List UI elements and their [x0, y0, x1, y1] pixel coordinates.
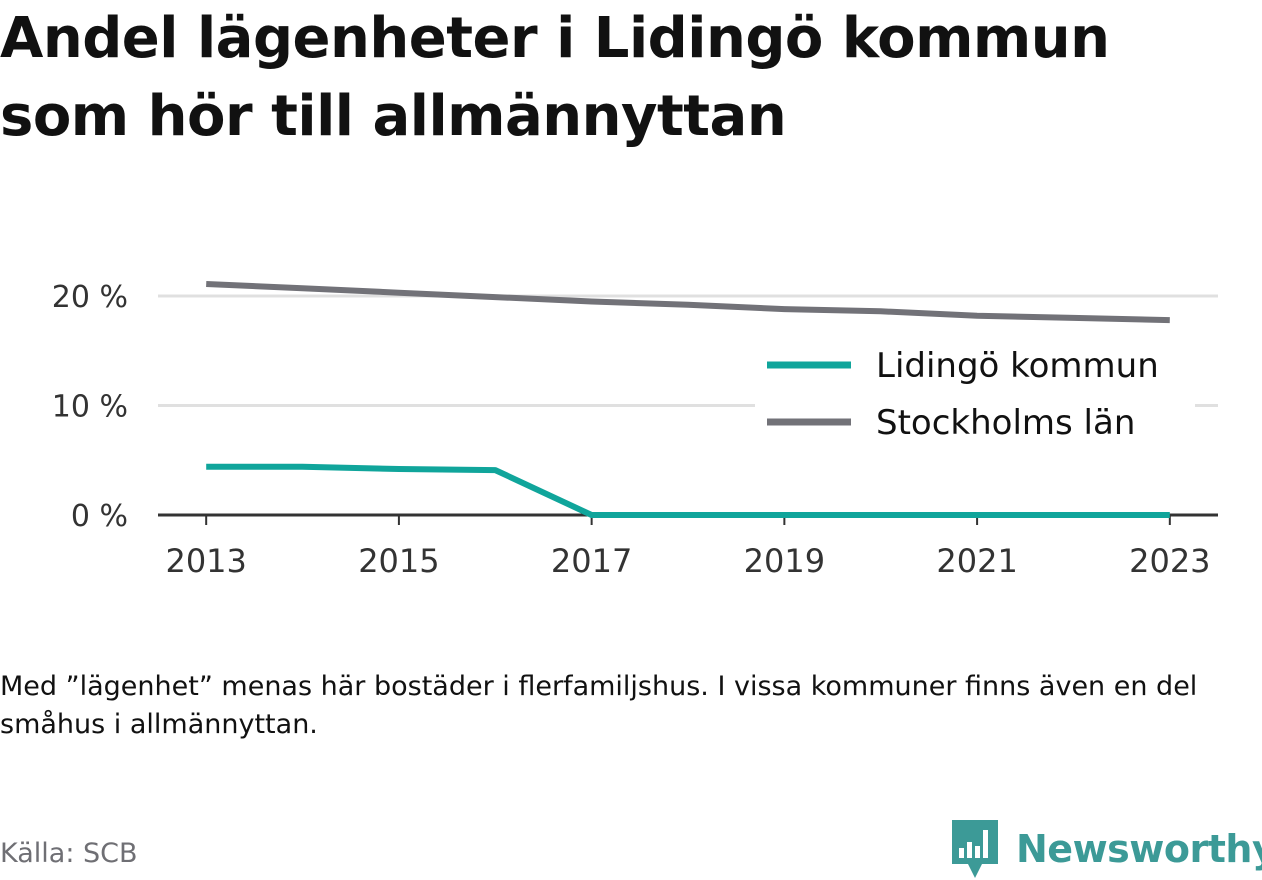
series-line: [206, 281, 1170, 324]
series-line: [206, 463, 1170, 518]
x-tick-label: 2021: [936, 542, 1017, 580]
line-chart: 0 % 10 % 20 % 2013 2015 2017 2019 2021 2023 Lid…: [52, 280, 1218, 580]
chart-title: Andel lägenheter i Lidingö kommun som hö…: [0, 6, 1110, 149]
x-axis: 2013 2015 2017 2019 2021 2023: [158, 513, 1218, 580]
legend-label: Lidingö kommun: [876, 346, 1159, 386]
brand-name: Newsworthy: [1016, 827, 1262, 871]
legend-label: Stockholms län: [876, 403, 1135, 443]
footnote: Med ”lägenhet” menas här bostäder i fler…: [0, 671, 1198, 740]
y-tick-label: 0 %: [71, 499, 128, 534]
y-tick-label: 10 %: [52, 390, 128, 425]
brand-logo: Newsworthy: [950, 818, 1262, 880]
x-tick-label: 2023: [1129, 542, 1210, 580]
newsworthy-logo-icon: [952, 820, 998, 878]
y-axis-tick-labels: 0 % 10 % 20 %: [52, 280, 128, 534]
series-lines: [206, 281, 1170, 518]
x-tick-label: 2019: [744, 542, 825, 580]
legend: Lidingö kommun Stockholms län: [755, 330, 1195, 470]
y-tick-label: 20 %: [52, 280, 128, 315]
x-tick-label: 2017: [551, 542, 632, 580]
source-label: Källa: SCB: [0, 838, 138, 869]
x-tick-label: 2013: [165, 542, 246, 580]
legend-background: [755, 330, 1195, 470]
x-tick-label: 2015: [358, 542, 439, 580]
